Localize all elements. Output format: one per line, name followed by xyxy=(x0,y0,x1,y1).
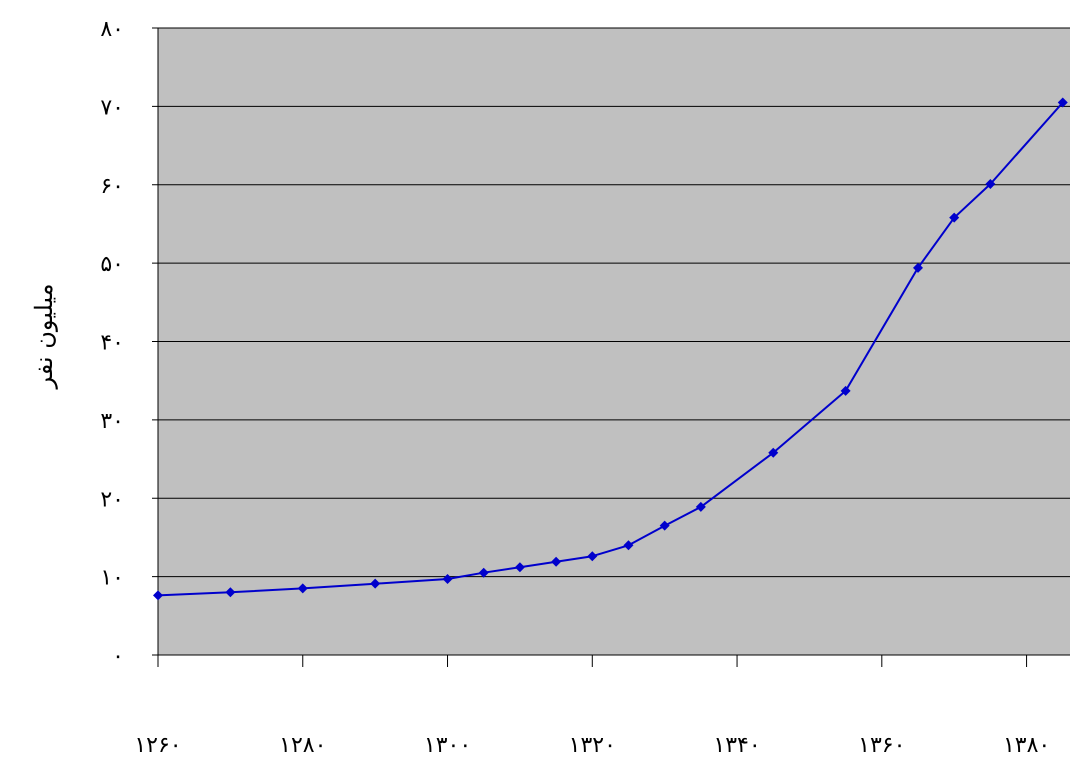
x-tick-label: ۱۳۲۰ xyxy=(569,733,616,758)
data-point xyxy=(442,573,453,584)
x-tick-label: ۱۳۰۰ xyxy=(424,733,471,758)
data-point xyxy=(913,262,923,273)
data-point xyxy=(768,447,779,458)
series-line xyxy=(157,101,1064,597)
x-tick-label: ۱۲۶۰ xyxy=(134,733,181,758)
data-point xyxy=(949,212,960,223)
y-axis-title: میلیون نفر xyxy=(30,284,58,390)
x-tick-label: ۱۳۴۰ xyxy=(713,733,760,758)
data-point xyxy=(478,567,489,578)
data-point xyxy=(225,587,236,598)
y-tick-label: ۰ xyxy=(112,644,124,669)
data-point xyxy=(1057,97,1068,108)
data-point xyxy=(514,562,525,573)
data-point xyxy=(985,178,996,189)
x-tick-label: ۱۲۸۰ xyxy=(279,733,326,758)
data-point xyxy=(551,556,562,567)
y-tick-label: ۵۰ xyxy=(100,252,124,277)
data-point xyxy=(370,578,381,589)
y-tick-label: ۶۰ xyxy=(100,174,124,199)
data-point xyxy=(623,540,634,551)
data-point xyxy=(695,501,706,512)
y-tick-label: ۱۰ xyxy=(100,566,124,591)
data-point xyxy=(840,385,851,396)
data-point xyxy=(659,520,670,531)
data-point xyxy=(153,590,163,601)
y-tick-label: ۲۰ xyxy=(100,487,124,512)
x-tick-label: ۱۳۶۰ xyxy=(858,733,905,758)
y-tick-label: ۳۰ xyxy=(100,409,124,434)
data-point xyxy=(587,551,598,562)
x-tick-label: ۱۳۸۰ xyxy=(1003,733,1050,758)
y-tick-label: ۴۰ xyxy=(100,331,124,356)
data-point xyxy=(297,583,308,594)
y-tick-label: ۸۰ xyxy=(100,17,124,42)
y-tick-label: ۷۰ xyxy=(100,95,124,120)
